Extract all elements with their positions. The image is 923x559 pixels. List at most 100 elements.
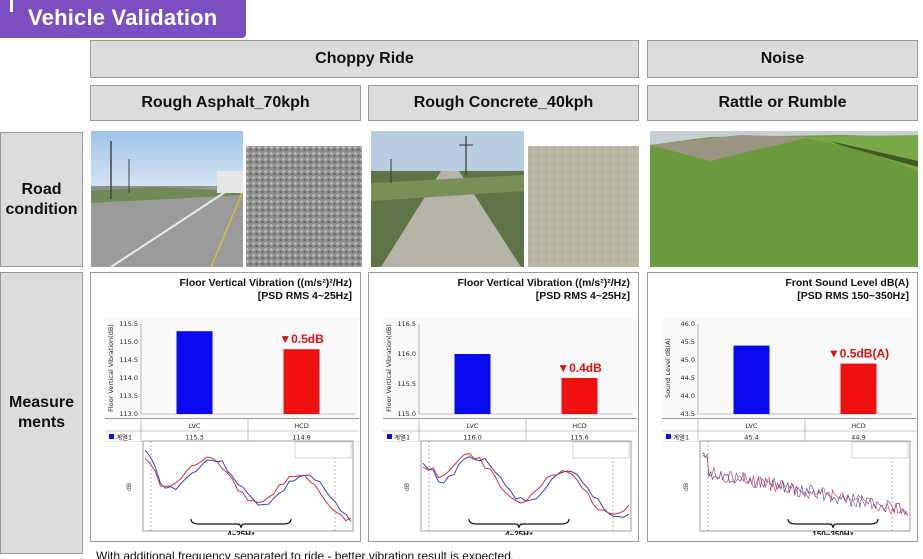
panel-title: Floor Vertical Vibration ((m/s²)²/Hz) [P… bbox=[458, 277, 631, 303]
psd-curve bbox=[701, 452, 909, 517]
frequency-band-brace bbox=[190, 518, 292, 529]
y-tick-label: 44.0 bbox=[681, 392, 695, 400]
asphalt-road-photo bbox=[91, 131, 243, 267]
legend-table: LVC 116.0 HCD 115.6 계열1 bbox=[383, 418, 637, 442]
frequency-band-label: 4~25Hz bbox=[227, 530, 255, 535]
y-axis-label: Floor Vertical Vibration(dB) bbox=[385, 324, 393, 412]
category-label: HCD bbox=[851, 422, 865, 430]
bar-chart-svg: Sound Level dB(A) 46.0 45.5 45.0 44.5 44.0 43.… bbox=[664, 320, 912, 418]
y-tick-label: 113.0 bbox=[119, 410, 138, 418]
bar-lvc bbox=[733, 345, 770, 414]
y-tick-label: 43.5 bbox=[681, 410, 695, 418]
y-tick-label: 45.5 bbox=[681, 338, 695, 346]
bar-lvc bbox=[176, 331, 213, 414]
y-tick-label: 115.5 bbox=[119, 320, 138, 328]
value-label: 116.0 bbox=[463, 434, 482, 442]
plot-axis-label: dB bbox=[404, 483, 411, 491]
delta-annotation: ▼0.5dB(A) bbox=[828, 347, 889, 361]
value-label: 114.8 bbox=[292, 434, 311, 442]
row-label-measurements: Measure ments bbox=[0, 272, 83, 554]
measurement-panel-concrete: Floor Vertical Vibration ((m/s²)²/Hz) [P… bbox=[368, 272, 639, 542]
psd-curve bbox=[422, 453, 630, 515]
psd-plot: dB 4~25Hz bbox=[126, 440, 354, 535]
footer-note: With additional frequency separated to r… bbox=[96, 549, 515, 559]
y-axis-label: Floor Vertical Vibration(dB) bbox=[107, 324, 115, 412]
plot-legend-box bbox=[294, 441, 352, 459]
y-tick-label: 116.5 bbox=[397, 320, 416, 328]
panel-title-line2: [PSD RMS 150~350Hz] bbox=[797, 290, 909, 302]
row-label-road-condition: Road condition bbox=[0, 132, 83, 267]
panel-title: Front Sound Level dB(A) [PSD RMS 150~350… bbox=[785, 277, 909, 303]
y-tick-label: 114.5 bbox=[119, 356, 138, 364]
bar-lvc bbox=[454, 354, 491, 414]
psd-curve bbox=[701, 455, 909, 516]
concrete-texture-photo bbox=[528, 146, 639, 267]
panel-title-line2: [PSD RMS 4~25Hz] bbox=[535, 290, 630, 302]
bar-chart: Floor Vertical Vibration(dB) 115.5 115.0 11… bbox=[105, 318, 359, 418]
legend-swatch bbox=[109, 434, 114, 439]
panel-title: Floor Vertical Vibration ((m/s²)²/Hz) [P… bbox=[180, 277, 353, 303]
page-title: Vehicle Validation bbox=[28, 5, 218, 30]
section-title-banner: Vehicle Validation bbox=[0, 0, 246, 38]
category-label: HCD bbox=[294, 422, 308, 430]
delta-annotation: ▼0.4dB bbox=[557, 361, 602, 375]
value-label: 44.9 bbox=[851, 434, 865, 442]
asphalt-texture-photo bbox=[246, 146, 362, 267]
y-tick-label: 46.0 bbox=[681, 320, 695, 328]
y-tick-label: 115.5 bbox=[397, 380, 416, 388]
bar-chart-svg: Floor Vertical Vibration(dB) 116.5 116.0 11… bbox=[385, 320, 633, 418]
grass-road-photo bbox=[650, 131, 918, 267]
y-tick-label: 44.5 bbox=[681, 374, 695, 382]
value-label: 45.4 bbox=[744, 434, 758, 442]
plot-axis-label: dB bbox=[126, 483, 133, 491]
plot-axis-label: dB bbox=[683, 483, 690, 491]
panel-title-line1: Front Sound Level dB(A) bbox=[785, 277, 909, 289]
panel-title-line1: Floor Vertical Vibration ((m/s²)²/Hz) bbox=[179, 277, 353, 289]
header-rough-asphalt: Rough Asphalt_70kph bbox=[90, 85, 361, 121]
bar-chart: Sound Level dB(A) 46.0 45.5 45.0 44.5 44.0 43.… bbox=[662, 318, 916, 418]
panel-title-line2: [PSD RMS 4~25Hz] bbox=[257, 290, 352, 302]
y-tick-label: 113.5 bbox=[119, 392, 138, 400]
legend-swatch bbox=[387, 434, 392, 439]
psd-curve bbox=[144, 449, 352, 522]
legend-series-name: 계열1 bbox=[394, 433, 410, 442]
title-accent-tick bbox=[10, 0, 13, 12]
psd-plot: dB 4~25Hz bbox=[404, 440, 632, 535]
category-label: LVC bbox=[467, 422, 479, 430]
category-label: LVC bbox=[189, 422, 201, 430]
legend-table: LVC 45.4 HCD 44.9 계열1 bbox=[662, 418, 916, 442]
y-axis-label: Sound Level dB(A) bbox=[664, 338, 672, 398]
bar-hcd bbox=[561, 378, 598, 414]
header-choppy-ride: Choppy Ride bbox=[90, 40, 639, 78]
header-rattle-rumble: Rattle or Rumble bbox=[647, 85, 918, 121]
legend-series-name: 계열1 bbox=[673, 433, 689, 442]
y-tick-label: 115.0 bbox=[119, 338, 138, 346]
header-noise: Noise bbox=[647, 40, 918, 78]
y-tick-label: 115.0 bbox=[397, 410, 416, 418]
plot-legend-box bbox=[851, 441, 909, 459]
header-rough-concrete: Rough Concrete_40kph bbox=[368, 85, 639, 121]
psd-curve bbox=[144, 456, 352, 522]
frequency-band-label: 4~25Hz bbox=[505, 530, 533, 535]
category-label: LVC bbox=[746, 422, 758, 430]
bar-chart: Floor Vertical Vibration(dB) 116.5 116.0 11… bbox=[383, 318, 637, 418]
frequency-band-label: 150~350Hz bbox=[812, 530, 853, 535]
legend-swatch bbox=[666, 434, 671, 439]
y-tick-label: 114.0 bbox=[119, 374, 138, 382]
y-tick-label: 45.0 bbox=[681, 356, 695, 364]
measurement-panel-asphalt: Floor Vertical Vibration ((m/s²)²/Hz) [P… bbox=[90, 272, 361, 542]
legend-series-name: 계열1 bbox=[116, 433, 132, 442]
measurement-panel-noise: Front Sound Level dB(A) [PSD RMS 150~350… bbox=[647, 272, 918, 542]
value-label: 115.6 bbox=[570, 434, 589, 442]
bar-hcd bbox=[840, 363, 877, 414]
category-label: HCD bbox=[572, 422, 586, 430]
bar-chart-svg: Floor Vertical Vibration(dB) 115.5 115.0 11… bbox=[107, 320, 355, 418]
panel-title-line1: Floor Vertical Vibration ((m/s²)²/Hz) bbox=[457, 277, 631, 289]
psd-plot: dB 150~350Hz bbox=[683, 440, 911, 535]
delta-annotation: ▼0.5dB bbox=[279, 332, 324, 346]
bar-hcd bbox=[283, 349, 320, 414]
frequency-band-brace bbox=[468, 518, 570, 529]
plot-legend-box bbox=[572, 441, 630, 459]
concrete-road-photo bbox=[371, 131, 524, 267]
y-tick-label: 116.0 bbox=[397, 350, 416, 358]
